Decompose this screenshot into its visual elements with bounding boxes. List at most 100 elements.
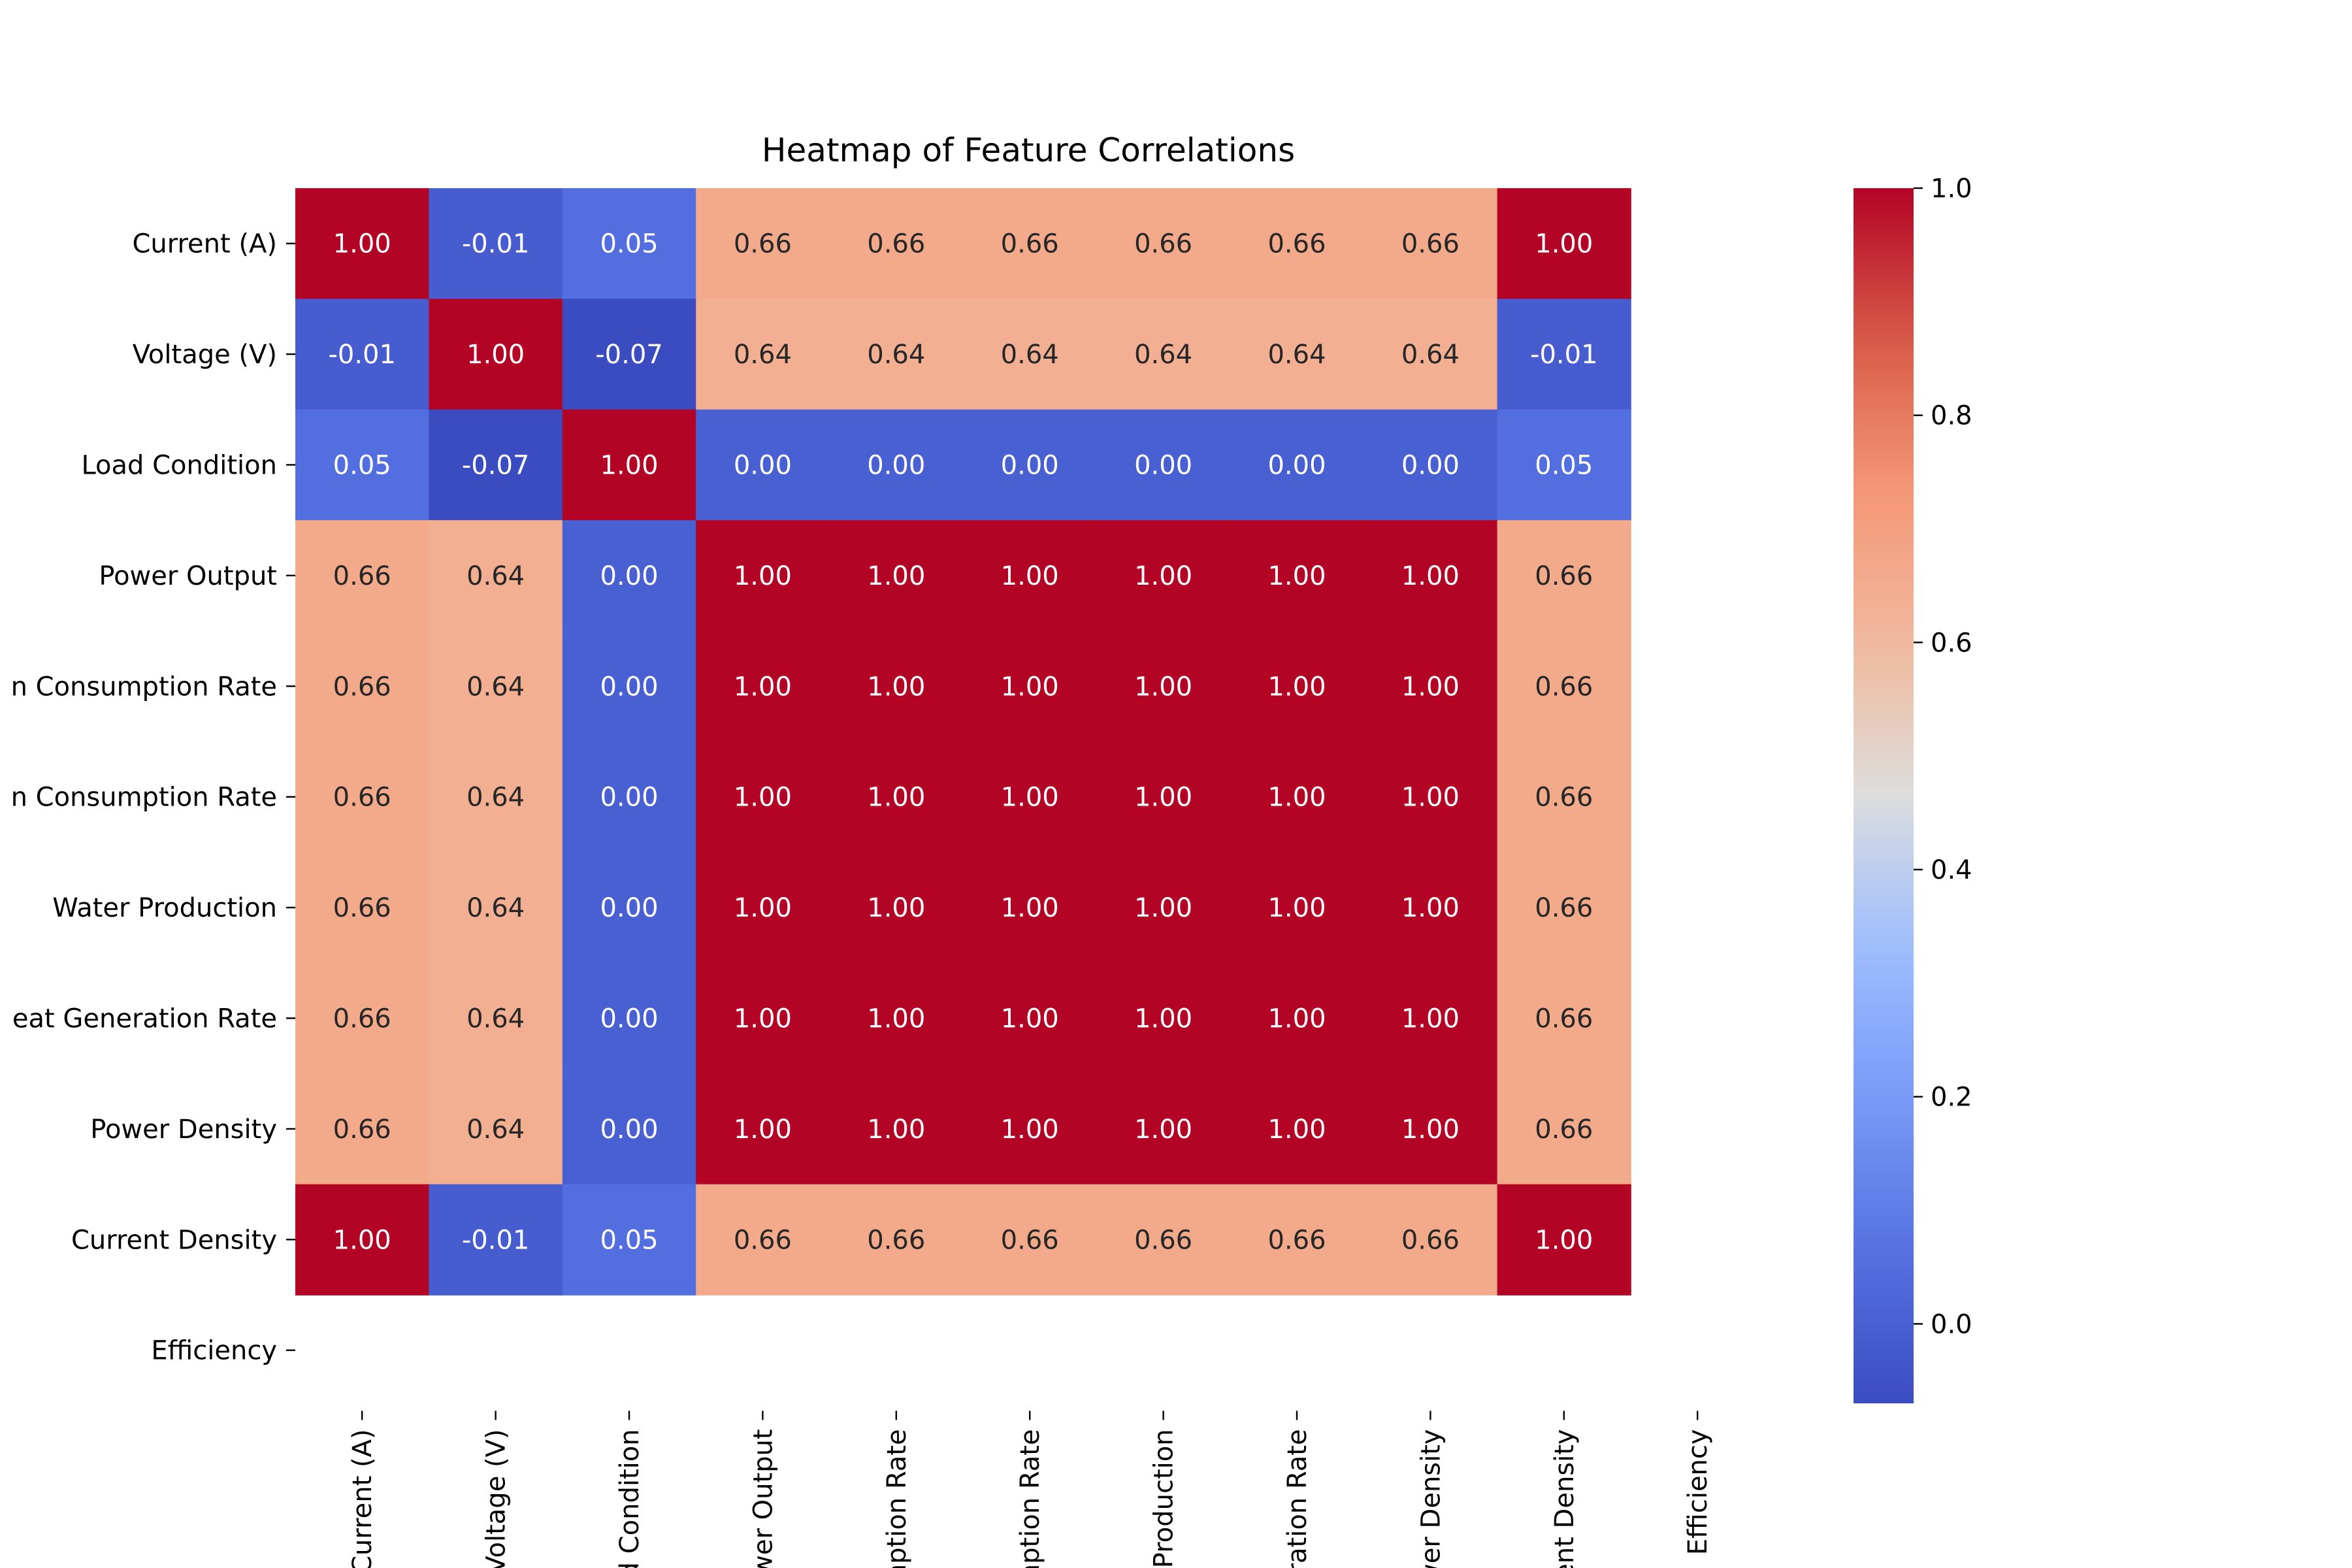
heatmap-cell: [963, 299, 1098, 410]
heatmap-cell: [429, 742, 563, 853]
heatmap-cell: [963, 409, 1098, 521]
heatmap-cell: [1497, 188, 1631, 300]
cell-annotation: 0.66: [1535, 672, 1593, 702]
cell-annotation: 1.00: [1134, 1115, 1192, 1145]
cell-annotation: 0.66: [734, 229, 792, 259]
cell-annotation: 0.00: [600, 893, 658, 923]
heatmap-cell: [696, 630, 830, 742]
heatmap-cell: [429, 520, 563, 632]
colorbar-tick-label: 0.0: [1931, 1309, 1972, 1339]
cell-annotation: 1.00: [1535, 229, 1593, 259]
cell-annotation: -0.01: [462, 229, 530, 259]
cell-annotation: 0.00: [600, 1115, 658, 1145]
heatmap-cell: [295, 299, 430, 410]
cell-annotation: 0.66: [1134, 1225, 1192, 1255]
column-label: Voltage (V): [482, 1429, 512, 1568]
cell-annotation: 0.66: [1267, 229, 1326, 259]
heatmap-cell: [829, 1184, 964, 1296]
heatmap-cell: [1497, 1184, 1631, 1296]
heatmap-cell: [1096, 1184, 1231, 1296]
cell-annotation: 1.00: [734, 561, 792, 591]
cell-annotation: 0.64: [466, 1115, 525, 1145]
cell-annotation: 1.00: [1535, 1225, 1593, 1255]
cell-annotation: 1.00: [867, 1004, 925, 1034]
heatmap-cell: [295, 1184, 430, 1296]
cell-annotation: 0.00: [600, 672, 658, 702]
cell-annotation: 0.66: [867, 1225, 925, 1255]
heatmap-cell: [963, 962, 1098, 1074]
colorbar-tick-label: 0.2: [1931, 1083, 1972, 1113]
cell-annotation: 0.66: [734, 1225, 792, 1255]
heatmap-cell: [1096, 299, 1231, 410]
heatmap-cell: [829, 962, 964, 1074]
heatmap-cell: [295, 520, 430, 632]
cell-annotation: 1.00: [1134, 893, 1192, 923]
cell-annotation: 1.00: [1001, 1004, 1059, 1034]
heatmap-cell: [1096, 852, 1231, 964]
heatmap-cell: [829, 742, 964, 853]
heatmap-cell: [963, 630, 1098, 742]
cell-annotation: 1.00: [867, 1115, 925, 1145]
row-axis: Current (A) Voltage (V) Load Condition Powe…: [11, 229, 295, 1366]
heatmap-cell: [295, 852, 430, 964]
column-label: Current (A): [348, 1429, 378, 1568]
cell-annotation: 1.00: [333, 1225, 391, 1255]
column-label: Production: [1149, 1429, 1179, 1568]
heatmap-cell: [1364, 630, 1498, 742]
heatmap-cell: [696, 742, 830, 853]
cell-annotation: 1.00: [734, 1004, 792, 1034]
cell-annotation: 0.66: [1535, 1115, 1593, 1145]
row-label: Power Density: [90, 1115, 277, 1145]
heatmap-cell: [1364, 520, 1498, 632]
cell-annotation: 0.00: [600, 783, 658, 813]
cell-annotation: 0.66: [333, 1004, 391, 1034]
heatmap-cell: [1364, 962, 1498, 1074]
cell-annotation: 1.00: [1401, 1004, 1460, 1034]
column-label: wer Density: [1416, 1429, 1446, 1568]
heatmap-cell: [295, 962, 430, 1074]
cell-annotation: 0.66: [1535, 783, 1593, 813]
heatmap-cell: [1497, 520, 1631, 632]
column-label: Efficiency: [1683, 1429, 1713, 1555]
heatmap-cell: [562, 742, 696, 853]
cell-annotation: 1.00: [1134, 672, 1192, 702]
heatmap-cell: [1230, 852, 1364, 964]
cell-annotation: 1.00: [1401, 561, 1460, 591]
cell-annotation: 0.64: [466, 672, 525, 702]
cell-annotation: 0.64: [466, 783, 525, 813]
heatmap-cell: [696, 188, 830, 300]
heatmap-cell: [963, 520, 1098, 632]
heatmap-cell: [295, 1073, 430, 1185]
cell-annotation: 1.00: [1001, 561, 1059, 591]
cell-annotation: 1.00: [1267, 1115, 1326, 1145]
heatmap-cell: [1096, 188, 1231, 300]
heatmap-cell: [295, 188, 430, 300]
heatmap-cell: [562, 299, 696, 410]
cell-annotation: 0.64: [1134, 340, 1192, 370]
cell-annotation: 0.64: [466, 893, 525, 923]
heatmap-cell: [1230, 299, 1364, 410]
cell-annotation: 1.00: [734, 1115, 792, 1145]
heatmap-cell: [829, 520, 964, 632]
heatmap-cells: [295, 188, 1631, 1296]
cell-annotation: 1.00: [867, 672, 925, 702]
cell-annotation: -0.01: [462, 1225, 530, 1255]
row-label: Water Production: [52, 893, 277, 923]
colorbar: 0.0 0.2 0.4 0.6 0.8 1.0: [1854, 174, 1972, 1403]
colorbar-tick-label: 0.6: [1931, 628, 1972, 658]
heatmap-cell: [1364, 742, 1498, 853]
cell-annotation: 0.66: [1267, 1225, 1326, 1255]
cell-annotation: 1.00: [1134, 561, 1192, 591]
column-label: d Condition: [615, 1429, 645, 1568]
cell-annotation: 0.00: [1134, 451, 1192, 481]
column-label: mption Rate: [1015, 1429, 1045, 1568]
row-label: n Consumption Rate: [11, 672, 277, 702]
heatmap-cell: [696, 409, 830, 521]
heatmap-cell: [1230, 962, 1364, 1074]
heatmap-cell: [829, 1073, 964, 1185]
heatmap-cell: [429, 1184, 563, 1296]
heatmap-cell: [829, 409, 964, 521]
colorbar-tick-label: 1.0: [1931, 174, 1972, 204]
heatmap-cell: [562, 188, 696, 300]
